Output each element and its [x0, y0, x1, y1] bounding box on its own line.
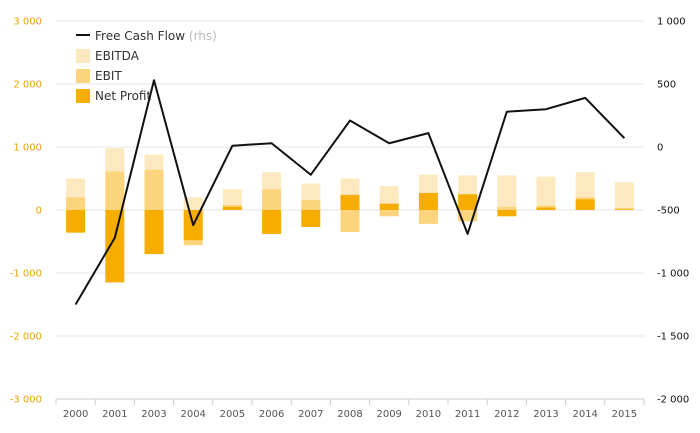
x-tick-label: 2004 — [180, 409, 205, 420]
x-tick-label: 2011 — [455, 409, 480, 420]
bar-ebit — [262, 189, 282, 210]
legend-label-free-cash-flow: Free Cash Flow (rhs) — [95, 29, 217, 43]
y-left-tick-label: -2 000 — [10, 332, 42, 343]
x-tick-label: 2010 — [416, 409, 441, 420]
bar-ebit — [144, 169, 164, 210]
bar-net-profit — [301, 210, 321, 228]
y-right-tick-label: -1 500 — [657, 332, 689, 343]
bar-ebit — [458, 210, 478, 222]
bar-net-profit — [497, 210, 517, 217]
bar-net-profit — [262, 210, 282, 234]
legend-swatch-net-profit — [76, 89, 90, 103]
x-tick-label: 2000 — [63, 409, 88, 420]
bar-ebit — [614, 208, 634, 210]
x-tick-label: 2007 — [298, 409, 323, 420]
bar-ebit — [105, 171, 125, 210]
y-left-tick-label: 3 000 — [13, 17, 42, 28]
legend-label-ebit: EBIT — [95, 69, 122, 83]
y-right-tick-label: -1 000 — [657, 269, 689, 280]
y-right-tick-label: -2 000 — [657, 395, 689, 406]
bar-net-profit — [614, 209, 634, 210]
bar-ebit — [379, 210, 399, 217]
x-tick-label: 2008 — [337, 409, 362, 420]
y-right-tick-label: 500 — [657, 80, 676, 91]
bar-ebit — [497, 206, 517, 210]
bar-net-profit — [536, 207, 556, 210]
bar-ebitda — [614, 182, 634, 210]
y-left-tick-label: -1 000 — [10, 269, 42, 280]
x-tick-label: 2005 — [220, 409, 245, 420]
y-left-tick-label: 1 000 — [13, 143, 42, 154]
x-tick-label: 2006 — [259, 409, 284, 420]
bar-net-profit — [340, 194, 360, 210]
x-axis: 2000 2001 2003 2004 2005 2006 2007 2008 2009 2010… — [55, 398, 645, 420]
x-tick-label: 2009 — [376, 409, 401, 420]
y-axis-left: 3 000 2 000 1 000 0 -1 000 -2 000 -3 000 — [10, 17, 42, 406]
y-right-tick-label: 1 000 — [657, 17, 686, 28]
bar-net-profit — [458, 194, 478, 210]
bar-ebitda — [222, 189, 242, 210]
free-cash-flow-line-group — [74, 79, 626, 306]
bar-net-profit — [575, 199, 595, 210]
bar-net-profit — [144, 210, 164, 255]
bar-net-profit — [418, 192, 438, 210]
y-left-tick-label: 0 — [36, 206, 42, 217]
bar-net-profit — [222, 206, 242, 210]
bar-ebitda — [497, 175, 517, 210]
bar-ebit — [340, 210, 360, 233]
y-right-tick-label: 0 — [657, 143, 663, 154]
bar-net-profit — [105, 210, 125, 283]
legend: Free Cash Flow (rhs) EBITDA EBIT Net Pro… — [76, 29, 217, 103]
y-left-tick-label: 2 000 — [13, 80, 42, 91]
legend-swatch-ebit — [76, 69, 90, 83]
y-axis-right: 1 000 500 0 -500 -1 000 -1 500 -2 000 — [657, 17, 689, 406]
bar-ebitda — [536, 176, 556, 210]
legend-label-net-profit: Net Profit — [95, 89, 151, 103]
y-right-tick-label: -500 — [657, 206, 680, 217]
x-tick-label: 2003 — [141, 409, 166, 420]
y-left-tick-label: -3 000 — [10, 395, 42, 406]
x-tick-label: 2001 — [102, 409, 127, 420]
bars — [66, 148, 634, 283]
bar-net-profit — [379, 203, 399, 210]
x-tick-label: 2012 — [494, 409, 519, 420]
legend-swatch-ebitda — [76, 49, 90, 63]
legend-label-ebitda: EBITDA — [95, 49, 140, 63]
x-tick-label: 2013 — [533, 409, 558, 420]
bar-net-profit — [66, 210, 86, 233]
bar-ebit — [418, 210, 438, 224]
bar-ebit — [301, 199, 321, 210]
x-tick-label: 2014 — [572, 409, 597, 420]
x-tick-label: 2015 — [612, 409, 637, 420]
bar-ebit — [66, 197, 86, 210]
